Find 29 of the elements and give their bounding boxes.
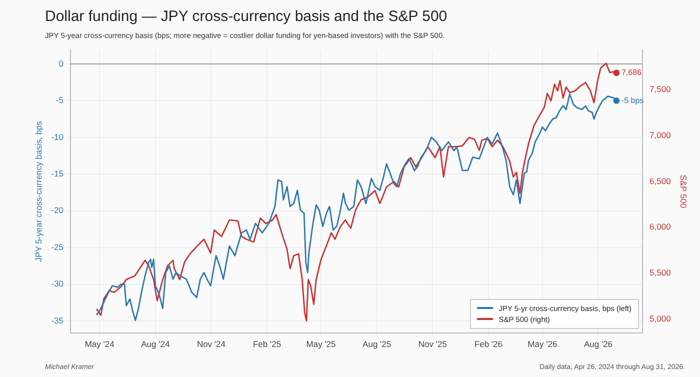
y-tick-label: -15: [51, 168, 64, 178]
y2-tick-label: 5,500: [650, 267, 672, 278]
y2-tick-label: 5,000: [650, 313, 672, 324]
data-label: -5 bps: [621, 96, 644, 105]
y-tick-label: -35: [51, 315, 64, 326]
x-tick-label: Feb '26: [474, 339, 503, 350]
chart-title: Dollar funding — JPY cross-currency basis and the S&P 500: [45, 8, 448, 25]
y2-tick-label: 7,000: [650, 130, 672, 140]
x-tick-label: Aug '26: [584, 339, 613, 350]
y-tick-label: -10: [51, 132, 64, 142]
y2-tick-label: 6,000: [650, 222, 672, 232]
y-tick-label: 0: [58, 58, 64, 68]
x-tick-label: Aug '25: [362, 339, 392, 350]
x-tick-label: May '26: [528, 339, 558, 350]
x-tick-label: Nov '25: [418, 339, 448, 350]
data-label: 7,686: [621, 68, 642, 78]
x-tick-label: Aug '24: [141, 339, 170, 350]
y-tick-label: -30: [51, 278, 64, 289]
y-tick-label: -20: [51, 205, 64, 216]
y2-tick-label: 7,500: [650, 84, 672, 94]
x-tick-label: May '24: [84, 339, 115, 350]
y-tick-label: -25: [51, 242, 64, 252]
y2-tick-label: 6,500: [650, 176, 672, 186]
y2-axis-title: S&P 500: [678, 174, 689, 208]
x-tick-label: Feb '25: [252, 339, 282, 350]
x-tick-label: May '25: [306, 339, 336, 350]
y-axis-title: JPY 5-year cross-currency basis, bps: [33, 121, 44, 262]
x-tick-label: Nov '24: [196, 339, 226, 350]
y-tick-label: -5: [56, 95, 64, 106]
